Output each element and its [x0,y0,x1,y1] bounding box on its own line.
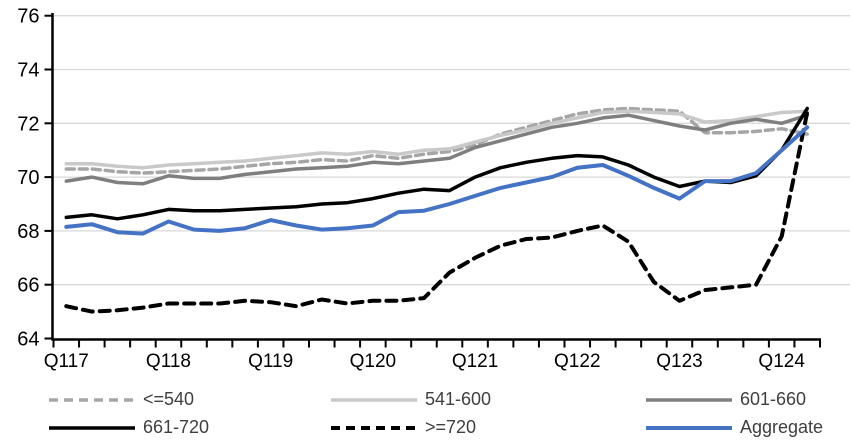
legend-label-Aggregate: Aggregate [740,417,824,437]
legend-label-601-660: 601-660 [740,389,807,409]
legend-item-661-720: 661-720 [48,414,209,441]
y-tick-label-76: 76 [17,6,39,28]
y-tick-label-72: 72 [17,113,39,135]
legend-label-541-600: 541-600 [425,389,492,409]
legend-item-601-660: 601-660 [645,386,806,413]
x-tick-label-Q118: Q118 [146,351,191,372]
x-tick-label-Q121: Q121 [452,351,498,372]
legend-label-<=540: <=540 [143,389,195,409]
legend-item-Aggregate: Aggregate [645,414,823,441]
y-tick-label-64: 64 [17,329,39,351]
legend-swatch-541-600 [331,397,417,402]
y-tick-label-68: 68 [17,221,39,243]
legend-swatch-661-720 [49,425,135,430]
legend-swatch-601-660 [646,397,732,402]
legend-swatch-Aggregate [646,425,732,430]
legend-label-661-720: 661-720 [143,417,210,437]
legend-label->=720: >=720 [425,417,477,437]
series-line->=720 [64,110,810,314]
series-line-541-600 [64,109,809,170]
series-line-601-660 [64,113,809,186]
chart-legend: <=540 541-600 601-660 661-720 >=720 Aggregate [0,385,852,441]
legend-row-1: 661-720 >=720 Aggregate [0,414,852,441]
chart-plot-area: 64 66 68 70 72 74 76 Q117 Q118 Q119 Q120 Q121 Q122 Q1… [17,6,850,372]
x-tick-label-Q122: Q122 [554,351,600,372]
y-tick-label-74: 74 [17,60,39,82]
x-tick-label-Q124: Q124 [758,351,805,372]
y-tick-label-66: 66 [17,275,39,297]
legend-item-541-600: 541-600 [330,386,491,413]
x-tick-label-Q120: Q120 [350,351,396,372]
x-tick-label-Q123: Q123 [656,351,702,372]
series-line-661-720 [64,106,809,221]
legend-swatch->=720 [331,425,417,430]
legend-item->=720: >=720 [330,414,476,441]
legend-swatch-<=540 [49,397,135,402]
series-line-Aggregate [64,125,810,236]
x-tick-label-Q119: Q119 [248,351,293,372]
x-tick-label-Q117: Q117 [44,351,89,372]
legend-row-0: <=540 541-600 601-660 [0,386,852,413]
y-tick-label-70: 70 [17,167,39,189]
legend-item-<=540: <=540 [48,386,194,413]
